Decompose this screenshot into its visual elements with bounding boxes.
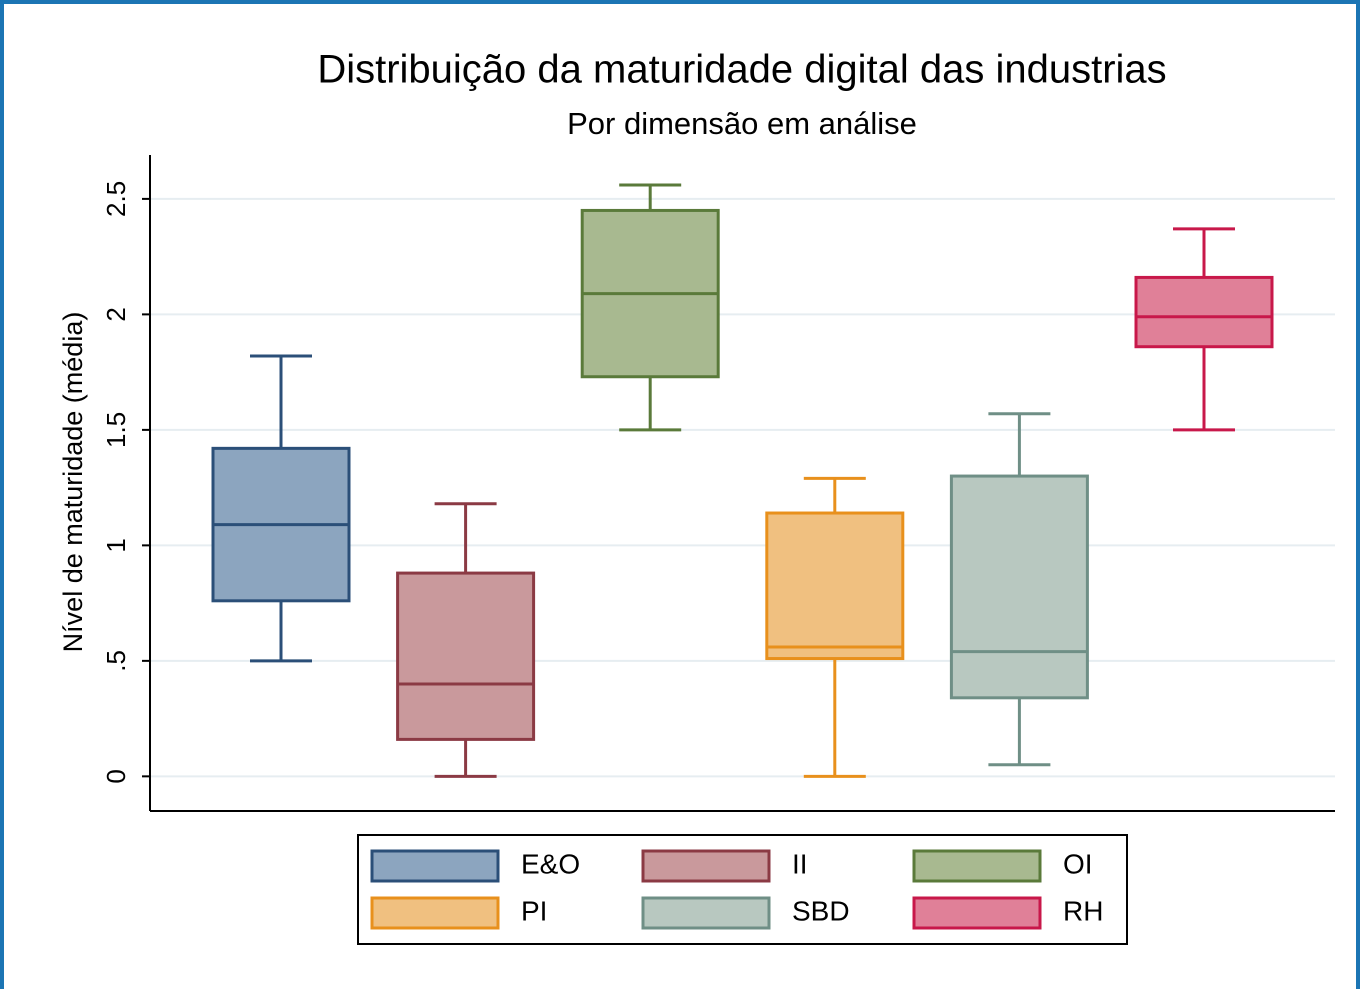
legend-label: E&O	[521, 848, 580, 879]
box	[396, 571, 536, 741]
legend-label: SBD	[792, 895, 850, 926]
legend-label: PI	[521, 895, 547, 926]
y-tick-label: 0	[101, 769, 131, 783]
chart-subtitle: Por dimensão em análise	[567, 106, 917, 141]
box	[765, 511, 905, 661]
y-tick-label: .5	[101, 650, 131, 672]
legend-label: II	[792, 848, 808, 879]
y-tick-label: 1	[101, 538, 131, 552]
box	[1134, 275, 1274, 349]
legend-label: RH	[1063, 895, 1103, 926]
legend-swatch	[641, 896, 771, 930]
chart-title: Distribuição da maturidade digital das i…	[317, 48, 1166, 92]
legend-swatch	[370, 849, 500, 883]
legend-swatch	[370, 896, 500, 930]
legend-label: OI	[1063, 848, 1093, 879]
y-tick-label: 2	[101, 307, 131, 321]
box	[949, 474, 1089, 700]
y-tick-label: 2.5	[101, 181, 131, 217]
y-axis-label: Nível de maturidade (média)	[58, 312, 88, 653]
legend-swatch	[912, 896, 1042, 930]
legend-swatch	[912, 849, 1042, 883]
y-tick-label: 1.5	[101, 412, 131, 448]
legend-swatch	[641, 849, 771, 883]
